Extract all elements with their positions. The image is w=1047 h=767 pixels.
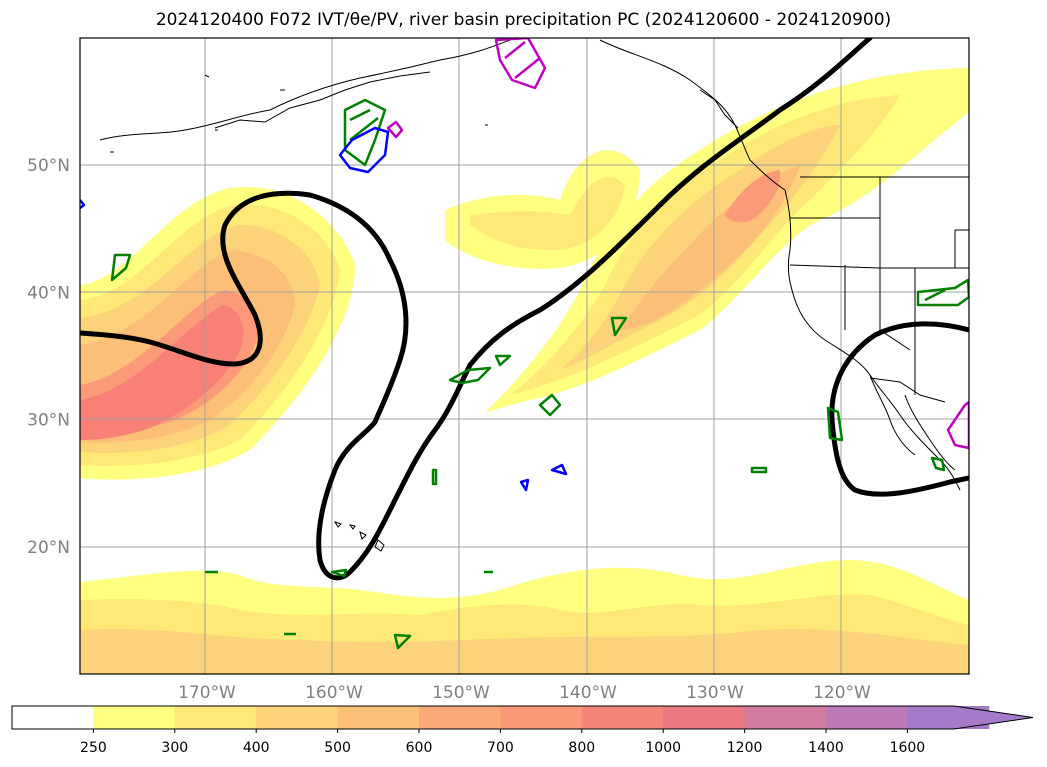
precip-green-west-170 (110, 253, 132, 282)
colorbar-segment (174, 706, 257, 729)
precip-blue-small-1 (550, 463, 568, 476)
latitude-labels: 20°N 30°N 40°N 50°N (27, 156, 70, 558)
colorbar-label-1000: 1000 (645, 740, 681, 756)
colorbar-label-1600: 1600 (890, 740, 926, 756)
border-us-mexico (869, 377, 946, 403)
colorbar-segment (663, 706, 746, 729)
colorbar-label-300: 300 (161, 740, 188, 756)
coastline-bc-ak-panhandle (599, 39, 786, 191)
precip-green-15n (205, 570, 493, 650)
colorbar-label-250: 250 (80, 740, 107, 756)
precip-green-hawaii (330, 568, 348, 578)
colorbar-segment (826, 706, 908, 729)
colorbar-segment (93, 706, 176, 729)
precip-magenta-north (494, 38, 547, 90)
colorbar-label-1400: 1400 (808, 740, 844, 756)
lon-label-130w: 130°W (686, 683, 744, 703)
colorbar-segment (256, 706, 339, 729)
lat-label-30: 30°N (27, 411, 70, 431)
ivt-patch-north-300 (470, 177, 625, 251)
colorbar: 250 300 400 500 600 700 800 1000 1200 1400 1600 (11, 705, 1034, 756)
lat-label-40: 40°N (27, 283, 70, 303)
precip-green-mid-east (610, 316, 628, 337)
ivt-south-band-400 (80, 628, 969, 674)
precip-blue-aleutian (338, 126, 390, 174)
longitude-labels: 170°W 160°W 150°W 140°W 130°W 120°W (178, 683, 871, 703)
precip-green-ca-coast (916, 278, 969, 307)
precip-green-25n-b (750, 466, 768, 474)
lon-label-170w: 170°W (178, 683, 236, 703)
colorbar-segment (419, 706, 501, 729)
ivt-patch-north-250 (445, 150, 640, 269)
precip-blue-edge (80, 199, 86, 209)
lon-label-140w: 140°W (559, 683, 617, 703)
precip-green-25n-a (431, 468, 438, 486)
lat-label-20: 20°N (27, 538, 70, 558)
colorbar-segment (581, 706, 664, 729)
ivt-ar-east-700 (725, 170, 781, 223)
map-title: 2024120400 F072 IVT/θe/PV, river basin p… (155, 10, 892, 30)
ivt-shading (80, 68, 969, 674)
colorbar-label-500: 500 (324, 740, 351, 756)
colorbar-segment (744, 706, 827, 729)
colorbar-label-700: 700 (487, 740, 514, 756)
pv-contour-east (829, 321, 969, 497)
precip-contours (80, 38, 969, 650)
ivt-plume-west-800 (80, 305, 244, 440)
colorbar-label-800: 800 (568, 740, 595, 756)
colorbar-label-1200: 1200 (727, 740, 763, 756)
coastline-baja (869, 374, 956, 471)
island-hawaii (333, 521, 385, 552)
colorbar-label-400: 400 (243, 740, 270, 756)
islands-aleutian (110, 74, 488, 153)
lat-label-50: 50°N (27, 156, 70, 176)
colorbar-segment (500, 706, 583, 729)
coastline-alaska (99, 39, 511, 141)
lon-label-120w: 120°W (813, 683, 871, 703)
precip-magenta-mexico (946, 400, 969, 450)
map-gridlines (80, 38, 969, 674)
precip-green-baja (826, 406, 946, 472)
colorbar-segment (12, 706, 94, 729)
lon-label-150w: 150°W (432, 683, 490, 703)
colorbar-outline (11, 705, 1034, 730)
precip-green-ar-tail (448, 354, 512, 385)
pv-contours (80, 38, 969, 581)
colorbar-extend-arrow (907, 706, 1033, 729)
precip-magenta-small (386, 120, 404, 139)
map-frame (79, 37, 970, 675)
lon-label-160w: 160°W (305, 683, 363, 703)
precip-green-30n (538, 393, 562, 417)
pv-contour-west (80, 38, 873, 581)
colorbar-label-600: 600 (406, 740, 433, 756)
precip-blue-small-2 (519, 478, 530, 492)
colorbar-segment (337, 706, 420, 729)
